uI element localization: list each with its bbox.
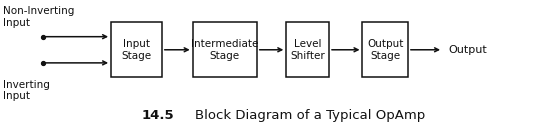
- Text: Inverting
Input: Inverting Input: [3, 80, 50, 101]
- Text: Non-Inverting
Input: Non-Inverting Input: [3, 6, 74, 28]
- Text: 14.5: 14.5: [142, 109, 174, 122]
- Bar: [363, 22, 408, 77]
- Text: Output: Output: [448, 45, 487, 55]
- Text: Output
Stage: Output Stage: [367, 39, 403, 61]
- Text: Intermediate
Stage: Intermediate Stage: [191, 39, 258, 61]
- Text: Level
Shifter: Level Shifter: [291, 39, 325, 61]
- Bar: [111, 22, 162, 77]
- Bar: [286, 22, 329, 77]
- Bar: [193, 22, 257, 77]
- Text: Block Diagram of a Typical OpAmp: Block Diagram of a Typical OpAmp: [195, 109, 425, 122]
- Text: Input
Stage: Input Stage: [121, 39, 151, 61]
